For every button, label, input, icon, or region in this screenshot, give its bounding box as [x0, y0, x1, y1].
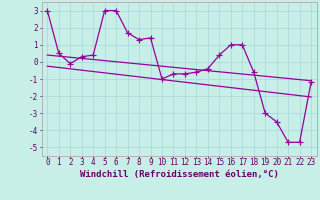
X-axis label: Windchill (Refroidissement éolien,°C): Windchill (Refroidissement éolien,°C)	[80, 170, 279, 179]
